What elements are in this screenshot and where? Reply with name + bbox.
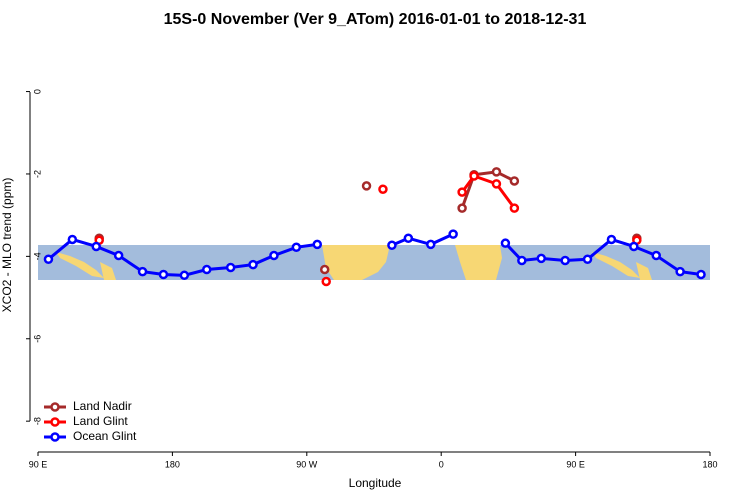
data-point: [179, 270, 190, 281]
data-point: [509, 203, 520, 213]
map-background: [38, 245, 710, 280]
chart-title: 15S-0 November (Ver 9_ATom) 2016-01-01 t…: [164, 11, 587, 28]
y-tick-label: 0: [32, 89, 42, 94]
data-point: [43, 254, 54, 264]
data-point: [491, 167, 502, 177]
data-point: [560, 255, 570, 266]
data-point: [606, 234, 617, 245]
legend-marker: [50, 402, 60, 412]
x-tick-label: 180: [165, 459, 180, 469]
data-point: [321, 276, 331, 287]
x-tick-label: 90 W: [296, 459, 318, 469]
data-point: [491, 179, 502, 189]
x-tick-label: 180: [702, 459, 717, 469]
data-point: [509, 176, 520, 186]
data-point: [387, 240, 397, 250]
data-point: [403, 233, 414, 243]
data-point: [457, 203, 467, 213]
data-point: [67, 234, 78, 245]
data-point: [696, 269, 706, 280]
data-point: [113, 250, 124, 261]
data-point: [448, 229, 458, 239]
y-tick-label: -4: [32, 252, 42, 260]
data-point: [248, 259, 258, 270]
data-point: [651, 250, 661, 261]
series-line: [462, 176, 637, 240]
y-tick-label: -6: [32, 335, 42, 343]
data-point: [536, 253, 547, 264]
x-tick-label: 90 E: [566, 459, 585, 469]
data-point: [201, 264, 212, 275]
x-axis-title: Longitude: [349, 476, 402, 490]
data-point: [291, 242, 302, 253]
data-point: [137, 266, 148, 277]
data-point: [582, 254, 593, 264]
data-point: [629, 241, 639, 252]
x-tick-label: 90 E: [29, 459, 48, 469]
y-tick-label: -2: [32, 170, 42, 178]
data-point: [457, 187, 467, 197]
legend-label: Land Glint: [73, 414, 128, 428]
data-point: [378, 184, 388, 194]
data-point: [500, 238, 511, 248]
data-point: [319, 264, 330, 275]
y-tick-label: -8: [32, 417, 42, 425]
data-point: [517, 255, 527, 266]
x-tick-label: 0: [439, 459, 444, 469]
data-point: [469, 171, 479, 181]
legend-marker: [50, 417, 60, 427]
data-point: [425, 239, 436, 250]
data-point: [675, 266, 685, 277]
data-point: [269, 250, 279, 261]
data-point: [225, 262, 236, 273]
data-point: [91, 241, 101, 252]
y-axis-title: XCO2 - MLO trend (ppm): [0, 178, 14, 313]
legend-marker: [50, 432, 60, 442]
data-point: [361, 181, 372, 191]
data-point: [312, 239, 323, 250]
legend-label: Ocean Glint: [73, 429, 137, 443]
data-point: [158, 269, 169, 280]
legend-label: Land Nadir: [73, 399, 132, 413]
